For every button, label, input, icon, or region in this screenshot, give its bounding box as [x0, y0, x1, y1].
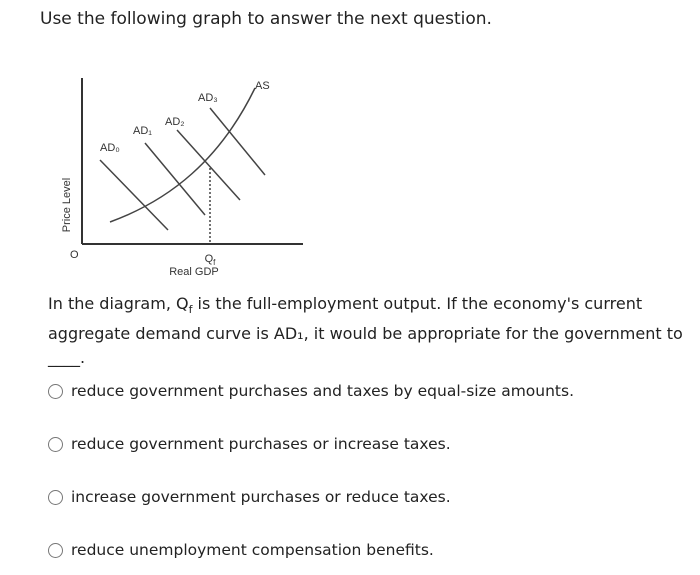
- radio-button[interactable]: [48, 383, 63, 399]
- curves: [99, 87, 266, 244]
- qf-label: Qf: [205, 253, 217, 267]
- option-text: reduce unemployment compensation benefit…: [71, 541, 434, 559]
- radio-button[interactable]: [48, 542, 63, 558]
- answer-option[interactable]: reduce government purchases and taxes by…: [48, 382, 574, 400]
- curve-label: AD₁: [133, 125, 152, 137]
- question: In the diagram, Qf is the full-employmen…: [48, 294, 683, 368]
- instruction: Use the following graph to answer the ne…: [40, 9, 492, 29]
- answer-option[interactable]: reduce government purchases or increase …: [48, 435, 451, 453]
- curve-label: AS: [255, 80, 270, 92]
- option-text: reduce government purchases or increase …: [71, 435, 451, 453]
- y-axis-label: Price Level: [61, 178, 73, 232]
- curve-label: AD₀: [100, 142, 120, 154]
- curve-label: AD₃: [198, 92, 218, 104]
- ad1-curve: [144, 142, 206, 216]
- option-text: reduce government purchases and taxes by…: [71, 382, 575, 400]
- ad3-curve: [209, 107, 266, 176]
- answer-option[interactable]: increase government purchases or reduce …: [48, 488, 451, 506]
- curve-label: AD₂: [165, 116, 185, 128]
- ad2-curve: [176, 129, 241, 201]
- diagram: Price Level O Qf Real GDP AD₀ AD₁ AD₂ AD…: [61, 78, 303, 278]
- radio-button[interactable]: [48, 489, 63, 505]
- as-curve: [109, 87, 256, 223]
- x-axis-label: Real GDP: [169, 266, 219, 278]
- axes: [81, 78, 303, 245]
- option-text: increase government purchases or reduce …: [71, 488, 451, 506]
- radio-button[interactable]: [48, 436, 63, 452]
- origin-label: O: [70, 249, 79, 261]
- ad0-curve: [99, 159, 169, 231]
- answer-option[interactable]: reduce unemployment compensation benefit…: [48, 541, 434, 559]
